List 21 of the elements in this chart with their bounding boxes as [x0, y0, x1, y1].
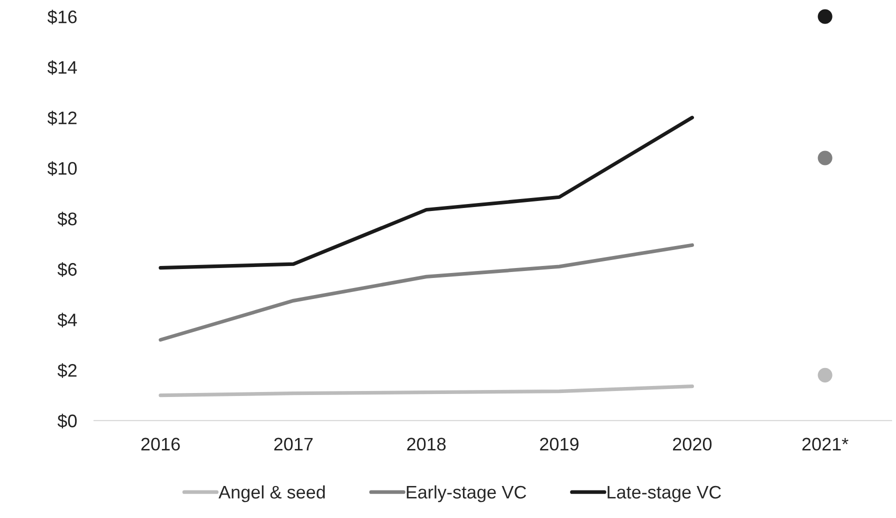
y-tick-label: $0 [58, 414, 77, 428]
y-tick-label: $4 [58, 312, 77, 328]
y-tick-label: $14 [47, 60, 77, 75]
y-tick-label: $2 [58, 363, 77, 378]
line-series [158, 384, 694, 398]
y-tick-label: $8 [58, 212, 77, 226]
x-tick-label: 2016 [141, 438, 180, 451]
x-tick-label: 2019 [540, 438, 578, 451]
line-series [158, 116, 694, 270]
y-tick-label: $10 [47, 161, 77, 176]
legend-label: Early-stage VC [406, 485, 526, 502]
line-series [158, 243, 694, 342]
x-tick-label: 2018 [407, 438, 446, 451]
x-tick-label: 2020 [672, 438, 712, 451]
legend-label: Angel & seed [218, 485, 325, 502]
y-tick-label: $6 [58, 262, 77, 277]
x-tick-label: 2017 [274, 438, 313, 451]
legend-label: Late-stage VC [608, 486, 721, 502]
x-tick-label: 2021* [802, 438, 848, 451]
y-tick-label: $16 [47, 10, 77, 24]
y-tick-label: $12 [47, 110, 77, 126]
